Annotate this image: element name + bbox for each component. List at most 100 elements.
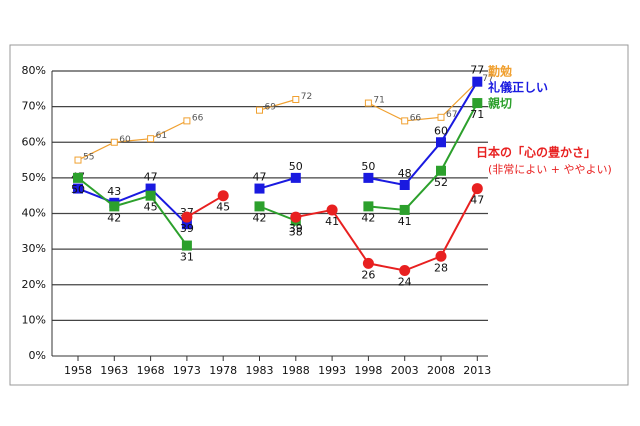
series-line [77,102,479,247]
y-tick-label: 10% [22,313,46,326]
data-label: 47 [144,171,158,184]
legend-label: 勤勉 [488,64,512,79]
data-label: 66 [410,113,422,123]
data-label: 60 [434,124,448,137]
legend-label: 親切 [488,96,512,111]
marker [471,183,483,195]
marker [290,172,301,183]
annotation: (非常によい + ややよい) [488,163,612,176]
x-tick-label: 2003 [391,364,419,377]
data-label: 42 [253,211,267,224]
data-label: 39 [180,222,194,235]
marker [254,183,265,194]
marker [183,117,191,125]
data-label: 38 [289,226,303,239]
data-label: 71 [470,108,484,121]
data-label: 28 [434,261,448,274]
data-label: 31 [180,251,194,264]
data-label: 24 [398,276,412,289]
data-label: 42 [361,211,375,224]
marker [290,211,302,223]
series-line [77,81,479,225]
marker [399,265,411,276]
data-label: 45 [144,201,158,214]
data-label: 77 [482,74,493,84]
x-tick-label: 1993 [318,364,346,377]
data-label: 43 [107,185,121,198]
marker [401,117,409,125]
data-label: 26 [361,268,375,281]
data-label: 66 [192,113,204,123]
frame [9,44,629,386]
data-label: 55 [83,153,94,163]
data-label: 47 [253,171,267,184]
data-label: 69 [265,103,277,113]
marker [181,219,192,230]
marker [399,180,410,190]
marker [74,156,82,164]
data-label: 42 [107,211,121,224]
x-tick-label: 1998 [354,364,382,377]
marker [363,201,374,212]
marker [110,138,118,146]
y-tick-label: 60% [22,135,46,148]
marker [73,183,83,194]
marker [436,137,446,148]
marker [326,204,338,216]
marker [254,201,265,212]
data-label: 71 [373,96,384,106]
data-label: 50 [289,160,303,173]
data-label: 60 [119,135,131,145]
x-tick-label: 1978 [209,364,237,377]
y-tick-label: 30% [22,242,46,255]
data-label: 41 [398,215,412,228]
marker [399,204,410,215]
marker [363,172,374,183]
y-tick-label: 80% [22,64,46,77]
marker [292,96,300,103]
marker [145,183,156,194]
data-label: 77 [470,64,484,77]
marker [217,190,229,202]
marker [181,211,193,223]
data-label: 48 [398,167,412,180]
marker [472,76,483,87]
marker [364,99,372,107]
data-label: 67 [446,110,457,120]
x-tick-label: 1988 [282,364,310,377]
marker [147,135,155,143]
legend-label: 日本の「心の豊かさ」 [476,145,596,160]
y-tick-label: 50% [22,171,46,184]
marker [437,113,445,121]
y-tick-label: 0% [29,349,46,362]
marker [435,250,447,262]
y-tick-label: 40% [22,207,46,220]
x-tick-label: 1963 [100,364,128,377]
marker [109,201,120,212]
x-tick-label: 2008 [427,364,455,377]
marker [181,240,192,251]
data-label: 47 [470,194,484,207]
data-label: 41 [325,215,339,228]
x-tick-label: 2013 [463,364,491,377]
y-tick-label: 20% [22,278,46,291]
marker [145,190,156,201]
series-line [186,188,479,272]
marker [73,172,83,183]
x-tick-label: 1958 [64,364,92,377]
legend-label: 礼儀正しい [488,80,548,95]
marker [256,106,263,114]
marker [472,98,483,109]
data-label: 61 [156,131,167,141]
marker [362,257,374,269]
data-label: 50 [71,183,85,196]
x-tick-label: 1973 [173,364,201,377]
y-tick-label: 70% [22,100,46,113]
x-tick-label: 1983 [246,364,274,377]
data-label: 50 [361,160,375,173]
data-label: 45 [216,201,230,214]
data-label: 72 [301,92,312,102]
series-line [77,81,478,161]
marker [436,165,446,176]
